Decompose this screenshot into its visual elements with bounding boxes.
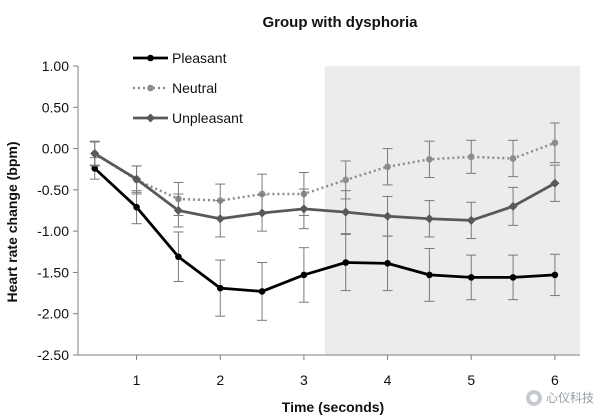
legend-marker-pleasant bbox=[147, 54, 154, 62]
data-point bbox=[384, 163, 391, 171]
data-point bbox=[551, 271, 559, 279]
y-tick-label: -1.50 bbox=[37, 264, 69, 280]
data-point bbox=[257, 208, 267, 218]
x-tick-label: 1 bbox=[133, 372, 141, 388]
x-tick-label: 4 bbox=[384, 372, 392, 388]
watermark-logo-icon bbox=[525, 389, 542, 406]
x-tick-label: 5 bbox=[467, 372, 475, 388]
legend: Pleasant Neutral Unpleasant bbox=[133, 50, 243, 126]
y-tick-label: -0.50 bbox=[37, 182, 69, 198]
data-point bbox=[216, 284, 224, 292]
data-point bbox=[299, 204, 309, 214]
y-axis-ticks: 1.00 0.50 0.00 -0.50 -1.00 -1.50 -2.00 -2.50 bbox=[37, 58, 78, 363]
data-point bbox=[467, 153, 475, 161]
data-point bbox=[509, 155, 517, 162]
y-tick-label: -2.00 bbox=[37, 306, 69, 322]
data-point bbox=[175, 253, 182, 261]
legend-label-neutral: Neutral bbox=[172, 80, 217, 96]
data-point bbox=[258, 288, 266, 295]
data-point bbox=[342, 176, 350, 184]
legend-marker-unpleasant bbox=[145, 113, 156, 123]
y-tick-label: 0.50 bbox=[42, 99, 69, 115]
legend-marker-neutral bbox=[147, 84, 154, 92]
data-point bbox=[258, 190, 266, 198]
x-axis-label: Time (seconds) bbox=[282, 399, 384, 415]
data-point bbox=[426, 156, 433, 163]
series-pleasant bbox=[89, 157, 560, 321]
series-line-unpleasant bbox=[94, 152, 556, 222]
data-point bbox=[384, 260, 391, 267]
data-point bbox=[467, 274, 475, 281]
data-point bbox=[342, 259, 350, 266]
watermark-text: 心仪科技 bbox=[545, 391, 594, 405]
y-tick-label: -2.50 bbox=[37, 347, 69, 363]
data-point bbox=[509, 274, 517, 281]
y-axis-label: Heart rate change (bpm) bbox=[4, 141, 20, 302]
shaded-region bbox=[324, 66, 580, 355]
data-point bbox=[215, 214, 225, 224]
x-tick-label: 6 bbox=[551, 372, 559, 388]
series-line-pleasant bbox=[93, 167, 555, 293]
series-layer bbox=[89, 122, 560, 321]
y-tick-label: 0.00 bbox=[42, 141, 69, 157]
x-axis-ticks: 1 2 3 4 5 6 bbox=[133, 355, 559, 388]
data-point bbox=[551, 139, 559, 147]
watermark: 心仪科技 bbox=[525, 389, 594, 406]
legend-label-pleasant: Pleasant bbox=[172, 50, 227, 66]
series-line-neutral bbox=[94, 141, 556, 202]
data-point bbox=[426, 271, 433, 279]
data-point bbox=[300, 271, 308, 279]
legend-label-unpleasant: Unpleasant bbox=[172, 110, 243, 126]
x-tick-label: 2 bbox=[216, 372, 224, 388]
chart-title: Group with dysphoria bbox=[262, 14, 418, 31]
y-tick-label: 1.00 bbox=[42, 58, 69, 74]
data-point bbox=[91, 165, 99, 172]
data-point bbox=[90, 149, 100, 159]
x-tick-label: 3 bbox=[300, 372, 308, 388]
series-neutral bbox=[89, 122, 560, 218]
data-point bbox=[173, 205, 183, 216]
data-point bbox=[133, 203, 140, 211]
data-point bbox=[424, 214, 434, 224]
data-point bbox=[508, 201, 518, 211]
y-tick-label: -1.00 bbox=[37, 223, 69, 239]
